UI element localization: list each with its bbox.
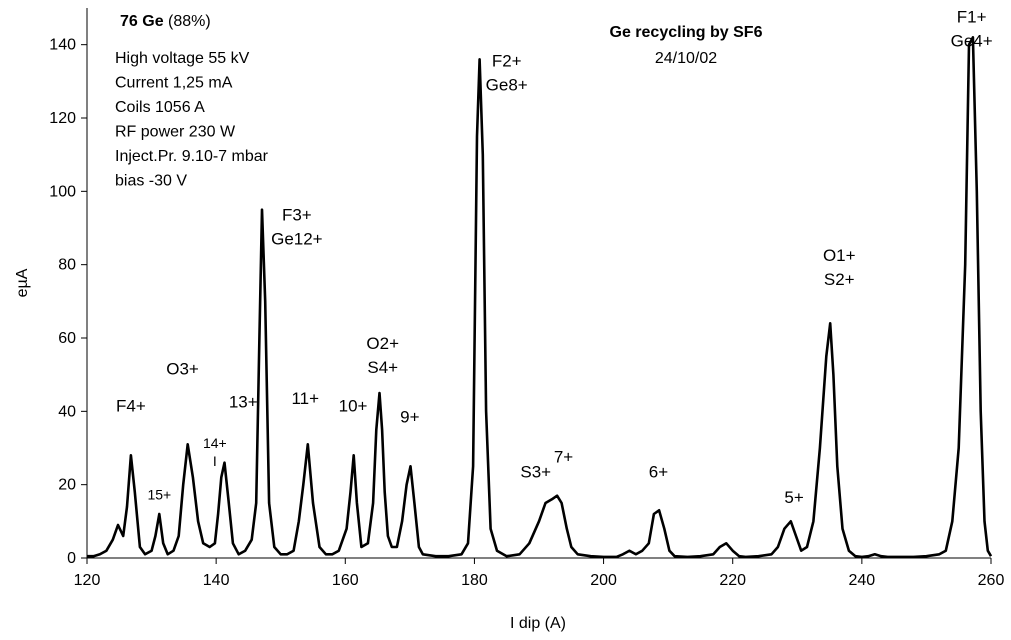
peak-label-line: F4+	[116, 396, 146, 415]
peak-label-line: F1+	[957, 8, 987, 27]
peak-label-line: O2+	[366, 334, 399, 353]
peak-label-line: 6+	[649, 462, 668, 481]
peak-label-line: 9+	[400, 407, 419, 426]
peak-label: S3+	[520, 462, 551, 481]
y-tick-label: 40	[58, 403, 76, 420]
peak-label-line: I	[213, 453, 217, 469]
peak-label-line: F2+	[492, 52, 522, 71]
peak-label: F3+ Ge12+	[271, 206, 323, 249]
peak-label-line: 13+	[229, 393, 258, 412]
axes	[86, 8, 991, 559]
peak-label-line: S2+	[824, 270, 855, 289]
isotope-label: 76 Ge (88%)	[120, 13, 211, 30]
peak-label: O1+ S2+	[823, 246, 856, 289]
settings-line: Current 1,25 mA	[115, 75, 233, 92]
y-axis-label: eµA	[14, 268, 31, 297]
tick-labels: 120 140 160 180 200 220 240 260 0 20 40 60 80 100 120 1…	[49, 37, 1004, 589]
x-axis-label: I dip (A)	[510, 615, 566, 632]
peak-label-line: Ge4+	[951, 32, 993, 51]
x-tick-label: 240	[849, 572, 876, 589]
peak-label: 13+	[229, 393, 258, 412]
peak-label: 5+	[784, 488, 803, 507]
peak-label-line: 10+	[339, 396, 368, 415]
peak-label-line: S3+	[520, 462, 551, 481]
settings-line: Inject.Pr. 9.10-7 mbar	[115, 148, 269, 165]
y-tick-label: 120	[49, 110, 76, 127]
x-tick-label: 120	[74, 572, 101, 589]
y-tick-label: 80	[58, 257, 76, 274]
y-tick-label: 60	[58, 330, 76, 347]
peak-label: 7+	[554, 448, 573, 467]
x-tick-label: 200	[590, 572, 617, 589]
peak-label: 14+ I	[203, 435, 227, 469]
settings-line: Coils 1056 A	[115, 99, 205, 116]
peak-label-line: 14+	[203, 435, 227, 451]
peak-label: 15+	[147, 486, 171, 502]
x-tick-label: 260	[978, 572, 1005, 589]
y-tick-label: 100	[49, 183, 76, 200]
chart-subtitle: 24/10/02	[655, 50, 717, 67]
y-tick-label: 140	[49, 37, 76, 54]
peak-label-line: Ge8+	[486, 76, 528, 95]
peak-label: O3+	[166, 360, 199, 379]
x-tick-label: 220	[719, 572, 746, 589]
x-tick-label: 140	[203, 572, 230, 589]
peak-label: F2+ Ge8+	[486, 52, 528, 95]
settings-line: RF power 230 W	[115, 124, 236, 141]
peak-label-line: 7+	[554, 448, 573, 467]
peak-label: O2+ S4+	[366, 334, 399, 377]
peak-label-line: 15+	[147, 486, 171, 502]
peak-label: F1+ Ge4+	[951, 8, 993, 51]
peak-label-line: S4+	[367, 358, 398, 377]
peak-label: 11+	[291, 389, 319, 408]
settings-info-block: High voltage 55 kV Current 1,25 mA Coils 1…	[115, 50, 269, 190]
isotope-abundance: (88%)	[164, 13, 211, 30]
isotope-name: 76 Ge	[120, 13, 164, 30]
peak-label-line: 5+	[784, 488, 803, 507]
peak-label-line: O1+	[823, 246, 856, 265]
x-tick-label: 180	[461, 572, 488, 589]
peak-label: 6+	[649, 462, 668, 481]
y-tick-label: 20	[58, 477, 76, 494]
peak-annotations: F4+15+O3+14+ I13+F3+ Ge12+11+ 10+O2+ S4+9+F2…	[116, 8, 993, 507]
peak-label-line: F3+	[282, 206, 312, 225]
chart-title: Ge recycling by SF6	[610, 24, 763, 41]
settings-line: High voltage 55 kV	[115, 50, 250, 67]
peak-label-line: O3+	[166, 360, 199, 379]
settings-line: bias -30 V	[115, 173, 187, 190]
peak-label-line: 11+	[291, 389, 319, 408]
peak-label-line: Ge12+	[271, 230, 323, 249]
peak-label: 10+	[339, 396, 368, 415]
peak-label: 9+	[400, 407, 419, 426]
y-tick-label: 0	[67, 550, 76, 567]
data-series-line	[87, 36, 993, 559]
x-tick-label: 160	[332, 572, 359, 589]
peak-label: F4+	[116, 396, 146, 415]
